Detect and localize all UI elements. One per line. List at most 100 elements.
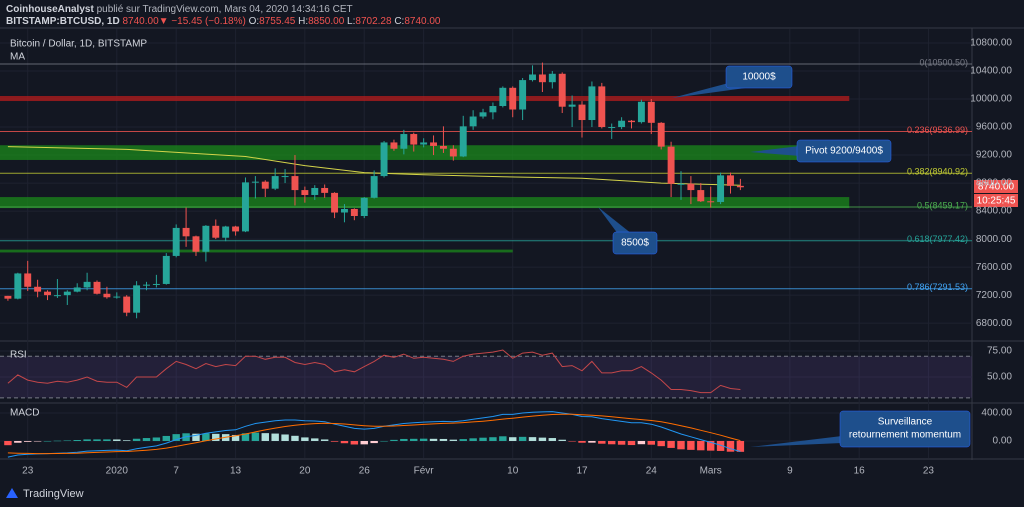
candle-body (736, 185, 744, 188)
histogram-bar (706, 440, 715, 451)
open-label: O: (249, 16, 260, 27)
footer-logo[interactable]: TradingView (6, 488, 84, 500)
candle-body (439, 145, 447, 149)
histogram-bar (509, 437, 517, 441)
header-line-1: CoinhouseAnalyst publié sur TradingView.… (6, 4, 353, 15)
candle-body (628, 120, 635, 123)
histogram-bar (677, 440, 685, 450)
candle-body (14, 273, 22, 299)
candle-body (311, 187, 319, 195)
histogram-bar (162, 435, 171, 441)
candle-body (519, 80, 527, 110)
marks-layer (4, 62, 745, 458)
histogram-bar (568, 440, 576, 442)
callout-pointer (750, 436, 842, 447)
histogram-bar (340, 440, 349, 444)
x-tick-label: 16 (854, 466, 866, 477)
histogram-bar (73, 440, 81, 441)
open: 8755.45 (259, 16, 296, 27)
histogram-bar (53, 440, 62, 442)
candle-body (331, 192, 339, 213)
histogram-bar (122, 440, 131, 441)
histogram-bar (390, 439, 398, 441)
x-tick-label: Févr (414, 466, 435, 477)
candle-body (321, 187, 329, 193)
histogram-bar (617, 440, 626, 445)
histogram-bar (320, 439, 329, 441)
candle-body (647, 101, 655, 123)
candle-body (212, 225, 220, 238)
candle-body (44, 291, 51, 296)
histogram-bar (231, 434, 240, 441)
candle-body (242, 182, 249, 232)
candle-body (420, 142, 428, 145)
histogram-bar (311, 438, 319, 441)
histogram-bar (667, 440, 675, 448)
macd-line (7, 411, 741, 458)
callout-pointer (750, 146, 800, 156)
candle-body (697, 190, 705, 202)
y-tick-label: 9200.00 (976, 150, 1013, 161)
candle-body (222, 226, 230, 238)
change: −15.45 (−0.18%) (171, 16, 246, 27)
candle-body (123, 296, 131, 313)
candle-body (598, 86, 606, 128)
histogram-bar (627, 440, 636, 446)
candle-body (63, 291, 71, 296)
candle-body (24, 273, 32, 287)
fib-label: 0.5(8459.17) (917, 200, 968, 210)
histogram-bar (24, 440, 32, 442)
candle-body (53, 295, 61, 297)
candle-body (271, 176, 279, 189)
logo-icon (6, 488, 18, 498)
candle-body (469, 116, 477, 127)
candle-body (301, 190, 309, 195)
candle-body (618, 120, 626, 128)
callout: Pivot 9200/9400$ (750, 139, 892, 163)
histogram-bar (33, 440, 42, 442)
candle-body (350, 208, 358, 216)
callout-text: retournement momentum (849, 430, 961, 441)
callout-box (839, 410, 971, 448)
callout: 10000$ (672, 65, 793, 98)
price-tag-text: 8740.00 (978, 182, 1015, 193)
chart-title: Bitcoin / Dollar, 1D, BITSTAMP (10, 39, 147, 50)
candle-body (499, 87, 507, 107)
histogram-bar (726, 440, 735, 452)
histogram-bar (736, 440, 745, 452)
histogram-bar (152, 437, 161, 441)
author: CoinhouseAnalyst (6, 4, 94, 15)
histogram-bar (132, 438, 141, 441)
histogram-bar (687, 440, 695, 450)
histogram-bar (449, 439, 458, 441)
fib-label: 0.382(8940.92) (907, 167, 968, 177)
histogram-bar (212, 433, 220, 441)
histogram-bar (202, 433, 210, 441)
ma-line (7, 146, 741, 186)
candle-body (133, 285, 141, 313)
candle-body (73, 287, 81, 292)
histogram-bar (518, 436, 527, 441)
callout-box (725, 65, 793, 89)
candle-body (538, 74, 546, 83)
histogram-bar (469, 438, 477, 441)
histogram-bar (142, 438, 151, 441)
direction: ▼ (159, 16, 169, 27)
high: 8850.00 (308, 16, 345, 27)
zone (0, 145, 850, 160)
histogram-bar (330, 440, 339, 442)
histogram-bar (251, 432, 260, 441)
histogram-bar (370, 440, 378, 444)
candle-body (162, 255, 170, 284)
callout-pointer (598, 207, 632, 234)
macd-title: MACD (10, 408, 39, 419)
candle-body (202, 225, 210, 252)
price-tag (974, 180, 1018, 193)
y-tick-label: 6800.00 (976, 318, 1013, 329)
histogram-bar (499, 436, 507, 441)
histogram-bar (113, 439, 121, 441)
histogram-bar (360, 440, 368, 445)
candle-body (192, 236, 200, 252)
y-tick-label: 8000.00 (976, 234, 1013, 245)
